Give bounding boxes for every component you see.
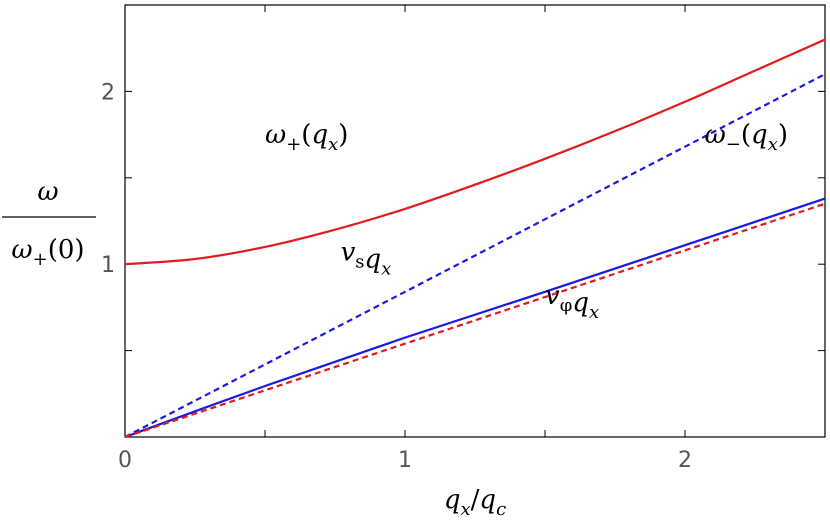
- axis-ticks: 0 1 2 1 2: [101, 5, 825, 473]
- omega-minus-line: [124, 197, 826, 439]
- vs-label: vsqx: [341, 238, 392, 280]
- vs-dashed-line: [124, 73, 826, 438]
- series-group: [124, 38, 826, 439]
- omega-plus-label: ω+(qx): [265, 120, 348, 155]
- vphi-dashed-line: [124, 202, 826, 439]
- x-tick-label: 0: [118, 448, 132, 473]
- x-axis-label: qx/qc: [444, 485, 506, 520]
- y-tick-label: 1: [101, 253, 115, 278]
- y-axis-label-numerator: ω: [37, 177, 58, 207]
- axis-labels: ω ω+(0) qx/qc: [2, 177, 506, 520]
- y-tick-label: 2: [101, 80, 115, 105]
- omega-plus-line: [124, 38, 826, 266]
- plot-frame: [124, 4, 826, 438]
- annotations: ω+(qx) ω−(qx) vsqx vφqx: [265, 120, 788, 323]
- omega-minus-label: ω−(qx): [705, 120, 788, 155]
- y-axis-label-denominator: ω+(0): [11, 235, 84, 270]
- x-tick-label: 2: [678, 448, 692, 473]
- vphi-label: vφqx: [545, 281, 599, 323]
- x-tick-label: 1: [398, 448, 412, 473]
- plot-area: [124, 4, 826, 438]
